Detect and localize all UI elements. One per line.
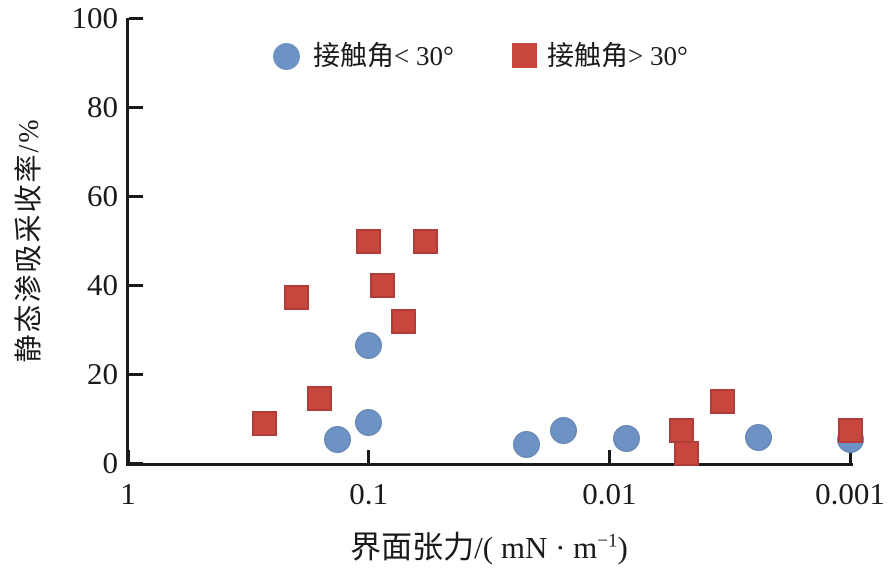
data-point-square xyxy=(837,417,863,443)
legend-label-contact-angle-lt-30: 接触角< 30° xyxy=(313,41,454,71)
x-axis-tick-0.1 xyxy=(367,450,371,463)
x-axis-tick-1 xyxy=(126,450,130,463)
x-axis-title-pre: 界面张力/( xyxy=(350,530,494,565)
data-point-square xyxy=(673,440,699,466)
y-axis-tick-100 xyxy=(129,16,143,20)
y-axis-tick-20 xyxy=(129,372,143,376)
legend-square-marker-icon xyxy=(512,43,537,68)
y-axis-tick-label-80: 80 xyxy=(87,89,118,124)
data-point-circle xyxy=(355,408,383,436)
data-point-circle xyxy=(355,331,383,359)
x-axis-title: 界面张力/( mN · m−1) xyxy=(128,522,850,567)
y-axis-tick-label-40: 40 xyxy=(87,267,118,302)
y-axis-tick-40 xyxy=(129,283,143,287)
y-axis-tick-label-20: 20 xyxy=(87,356,118,391)
x-axis-title-unit: mN · m xyxy=(493,530,598,565)
legend-circle-marker-icon xyxy=(273,43,300,70)
y-axis-title: 静态渗吸采收率/% xyxy=(14,117,45,363)
data-point-circle xyxy=(744,423,772,451)
y-axis-tick-80 xyxy=(129,105,143,109)
x-axis-tick-0.001 xyxy=(848,450,852,463)
data-point-square xyxy=(413,229,439,255)
data-point-square xyxy=(709,388,735,414)
x-axis-tick-0.01 xyxy=(607,450,611,463)
data-point-circle xyxy=(513,430,541,458)
data-point-square xyxy=(252,411,278,437)
x-axis-tick-label-0.1: 0.1 xyxy=(349,476,389,511)
data-point-circle xyxy=(323,426,351,454)
y-axis-tick-label-60: 60 xyxy=(87,178,118,213)
data-point-square xyxy=(669,418,695,444)
data-point-square xyxy=(369,273,395,299)
data-point-square xyxy=(390,308,416,334)
data-point-circle xyxy=(612,424,640,452)
x-axis-tick-label-0.01: 0.01 xyxy=(582,476,637,511)
y-axis-tick-label-0: 0 xyxy=(102,445,119,480)
data-point-circle xyxy=(550,417,578,445)
y-axis-tick-60 xyxy=(129,194,143,198)
data-point-square xyxy=(356,229,382,255)
y-axis-tick-label-100: 100 xyxy=(71,0,119,35)
y-axis-tick-0 xyxy=(129,461,143,465)
legend-label-contact-angle-gt-30: 接触角> 30° xyxy=(547,41,688,71)
axis-frame xyxy=(126,18,853,466)
data-point-square xyxy=(283,284,309,310)
x-axis-title-post: ) xyxy=(617,530,628,565)
x-axis-title-superscript: −1 xyxy=(597,530,618,552)
x-axis-tick-label-0.001: 0.001 xyxy=(815,476,885,511)
data-point-square xyxy=(307,386,333,412)
x-axis-tick-label-1: 1 xyxy=(120,476,136,511)
